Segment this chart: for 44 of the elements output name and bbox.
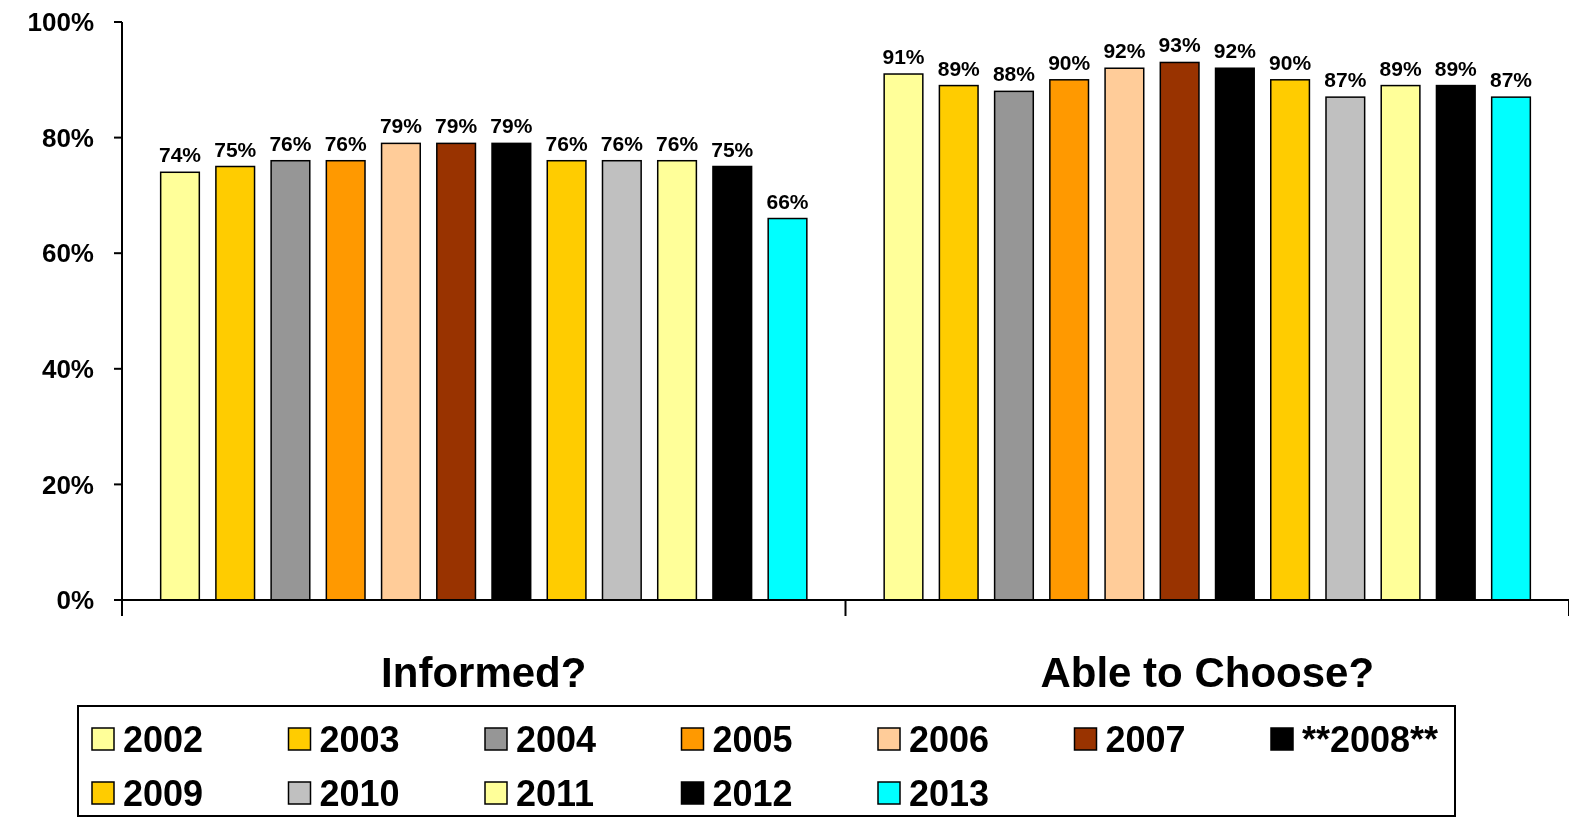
data-label: 74% bbox=[158, 143, 202, 167]
legend-label: 2011 bbox=[516, 772, 595, 814]
x-tick-label: Able to Choose? bbox=[1040, 649, 1375, 696]
data-label: 92% bbox=[1103, 39, 1146, 63]
legend-label: **2008** bbox=[1302, 718, 1439, 760]
data-label: 79% bbox=[379, 114, 423, 138]
data-label: 66% bbox=[766, 189, 809, 213]
data-label: 89% bbox=[937, 56, 981, 80]
data-label: 87% bbox=[1324, 68, 1367, 92]
legend-label: 2006 bbox=[909, 718, 990, 760]
data-label: 76% bbox=[656, 131, 699, 155]
data-label: 76% bbox=[324, 131, 368, 155]
legend-label: 2004 bbox=[516, 718, 597, 760]
legend-label: 2003 bbox=[319, 718, 400, 760]
legend-label: 2013 bbox=[909, 772, 990, 814]
data-label: 79% bbox=[435, 114, 478, 138]
y-tick-label: 60% bbox=[41, 238, 94, 269]
legend-label: 2012 bbox=[712, 772, 793, 814]
data-label: 91% bbox=[882, 45, 925, 69]
data-label: 76% bbox=[545, 131, 588, 155]
data-label: 75% bbox=[711, 137, 754, 161]
y-tick-label: 0% bbox=[56, 585, 94, 616]
y-tick-label: 100% bbox=[27, 7, 94, 38]
data-label: 92% bbox=[1213, 39, 1257, 63]
data-label: 76% bbox=[600, 131, 644, 155]
y-tick-label: 40% bbox=[41, 353, 94, 384]
data-label: 89% bbox=[1379, 56, 1422, 80]
legend-label: 2009 bbox=[123, 772, 204, 814]
data-label: 89% bbox=[1434, 56, 1478, 80]
data-label: 90% bbox=[1269, 50, 1312, 74]
data-label: 93% bbox=[1158, 33, 1201, 57]
y-tick-label: 20% bbox=[41, 469, 94, 500]
data-label: 79% bbox=[490, 114, 533, 138]
y-tick-label: 80% bbox=[41, 122, 94, 153]
data-label: 90% bbox=[1048, 50, 1091, 74]
data-label: 75% bbox=[214, 137, 257, 161]
data-label: 88% bbox=[992, 62, 1036, 86]
data-label: 87% bbox=[1489, 68, 1533, 92]
legend-label: 2002 bbox=[123, 718, 204, 760]
legend-label: 2005 bbox=[712, 718, 793, 760]
legend-label: 2010 bbox=[319, 772, 400, 814]
legend-label: 2007 bbox=[1105, 718, 1186, 760]
data-label: 76% bbox=[269, 131, 312, 155]
x-tick-label: Informed? bbox=[381, 649, 587, 696]
